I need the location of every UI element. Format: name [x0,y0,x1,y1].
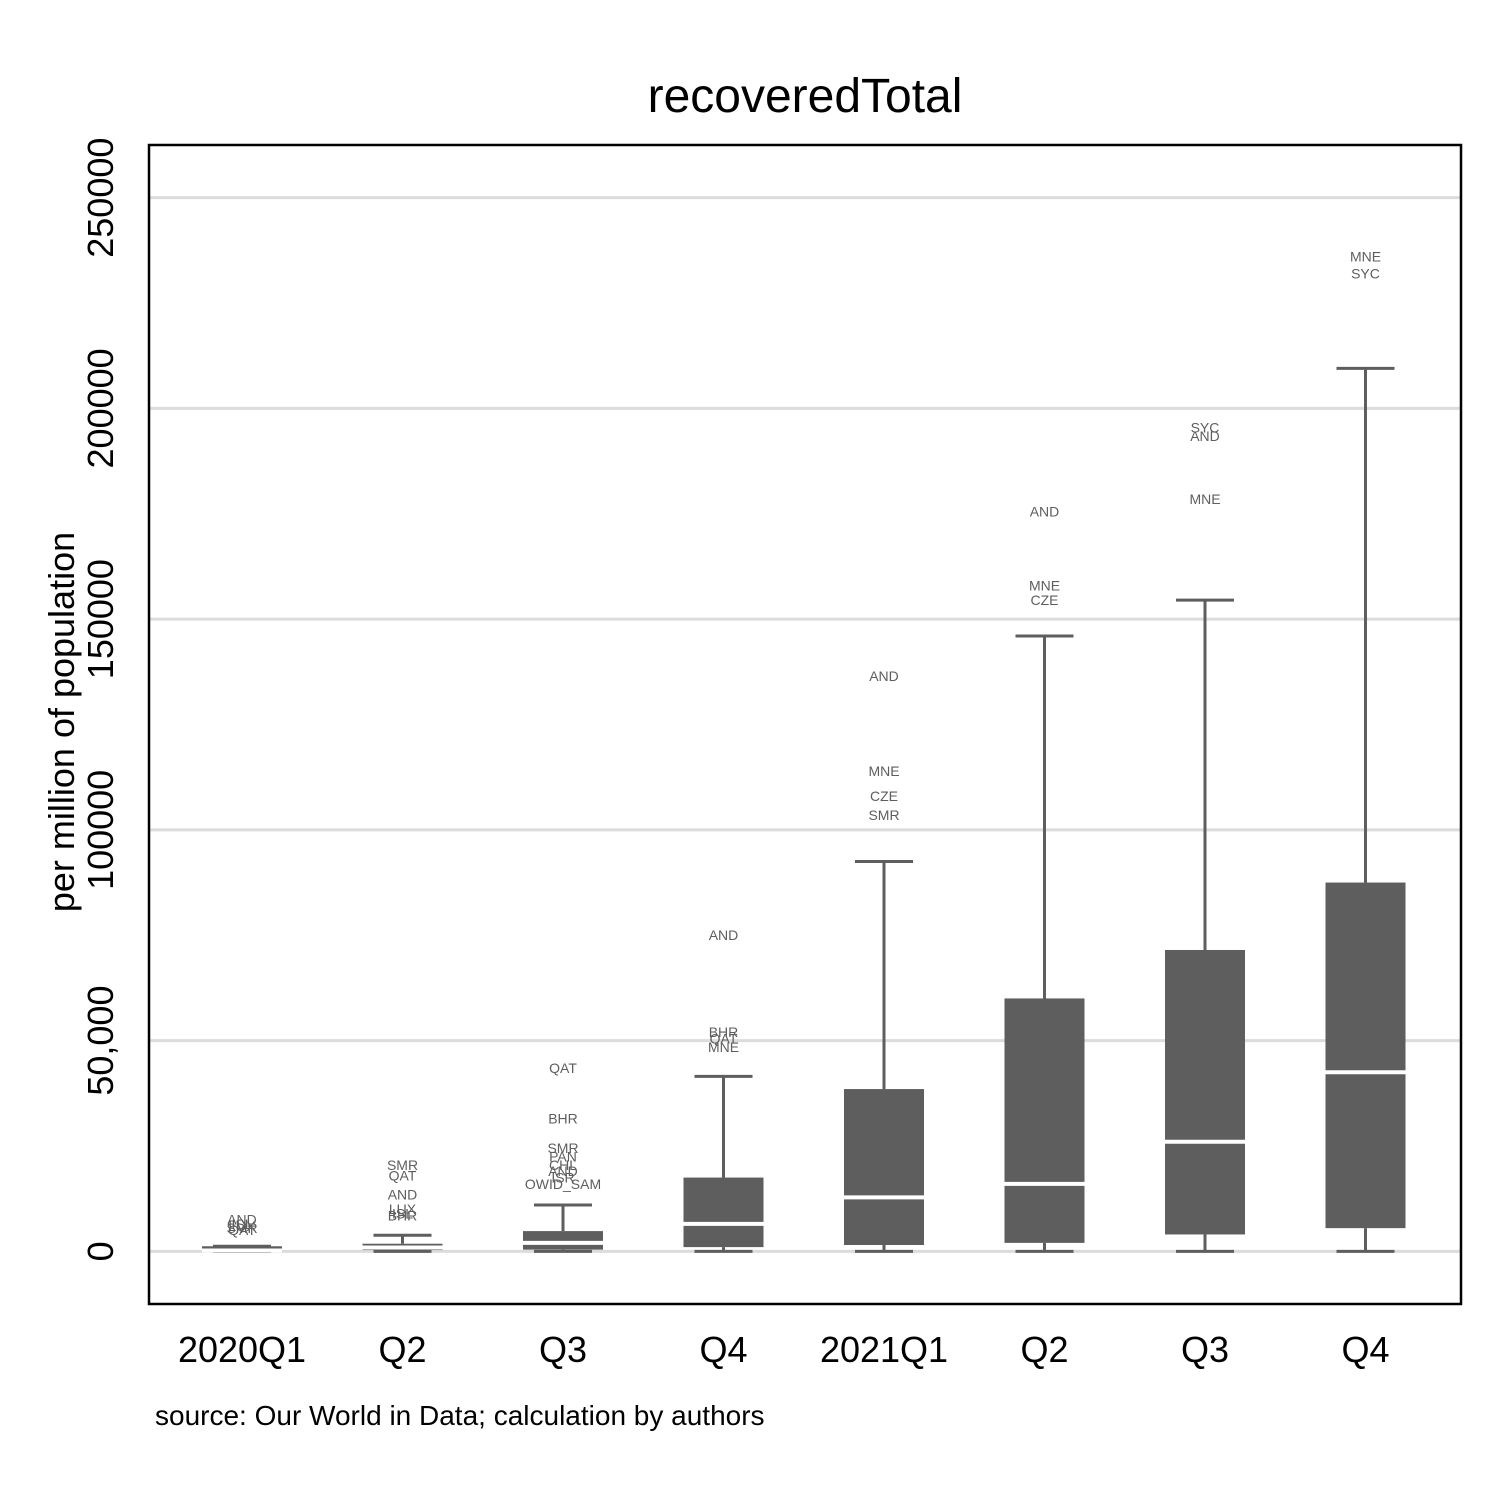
x-tick-label: Q4 [699,1329,747,1370]
boxes [202,366,1406,1253]
x-tick-label: 2021Q1 [820,1329,948,1370]
box-body [1325,882,1406,1229]
outlier-label: AND [388,1186,418,1202]
outlier-label: SMR [387,1157,418,1173]
outlier-label: CZE [1031,592,1059,608]
outlier-label: QAT [710,1030,738,1046]
x-tick-label: Q3 [539,1329,587,1370]
box-6 [1004,634,1085,1253]
outlier-label: PAN [549,1148,577,1164]
outlier-label: QAT [389,1167,417,1183]
y-tick-label: 0 [80,1241,121,1261]
y-axis-title: per million of population [41,532,82,912]
outlier-label: AND [227,1212,257,1228]
box-4 [683,1074,764,1253]
outlier-label: MNE [868,763,899,779]
y-tick-label: 50,000 [80,986,121,1096]
outlier-label: ISL [392,1205,413,1221]
box-body [523,1231,603,1250]
y-tick-label: 100000 [80,770,121,890]
outlier-label: SMR [868,807,899,823]
outlier-label: AND [548,1163,578,1179]
y-tick-labels: 0 50,000 100000 150000 200000 250000 [80,138,121,1262]
outlier-label: CZE [870,788,898,804]
source-note: source: Our World in Data; calculation b… [155,1400,765,1431]
y-tick-label: 150000 [80,559,121,679]
outlier-label: SYC [1191,419,1220,435]
gridlines [149,196,1461,1253]
outlier-label: LUX [228,1218,256,1234]
outlier-label: SMR [547,1140,578,1156]
x-tick-label: Q2 [1020,1329,1068,1370]
outlier-label: SYC [1351,266,1380,282]
outlier-label: AND [709,927,739,943]
outlier-label: CHL [549,1157,577,1173]
x-tick-labels: 2020Q1 Q2 Q3 Q4 2021Q1 Q2 Q3 Q4 [178,1329,1390,1370]
x-tick-label: Q3 [1181,1329,1229,1370]
outlier-label: OWID_SAM [525,1176,601,1192]
box-2 [362,1233,443,1253]
outlier-label: QAT [228,1222,256,1238]
outlier-label: BHR [709,1024,739,1040]
x-tick-label: 2020Q1 [178,1329,306,1370]
outlier-label: LUX [389,1201,417,1217]
outlier-label: MNE [1029,577,1060,593]
box-1 [202,1244,282,1253]
outlier-label: MNE [1350,249,1381,265]
outlier-label: AND [869,668,899,684]
y-tick-label: 200000 [80,348,121,468]
box-body [683,1177,764,1248]
x-tick-label: Q4 [1341,1329,1389,1370]
outlier-label: MNE [708,1039,739,1055]
box-5 [844,859,924,1253]
box-3 [523,1203,603,1253]
outlier-label: SMR [226,1220,257,1236]
plot-frame [147,143,1463,1306]
box-7 [1165,598,1245,1253]
box-body [1165,949,1245,1235]
box-8 [1325,366,1406,1253]
outlier-label: AND [1190,428,1220,444]
outlier-label: QAT [549,1060,577,1076]
box-body [844,1089,924,1245]
outlier-label: MNE [1189,491,1220,507]
outlier-label: ISL [231,1216,252,1232]
outlier-labels: ANDISLLUXSMRQATSMRQATANDLUXISLBHRQATBHRS… [226,249,1381,1239]
outlier-label: BHR [388,1207,418,1223]
outlier-label: BHR [548,1111,578,1127]
x-tick-label: Q2 [378,1329,426,1370]
box-body [1004,998,1085,1243]
chart-title: recoveredTotal [648,70,963,123]
y-tick-label: 250000 [80,138,121,258]
outlier-label: ISR [551,1170,574,1186]
outlier-label: AND [1030,504,1060,520]
